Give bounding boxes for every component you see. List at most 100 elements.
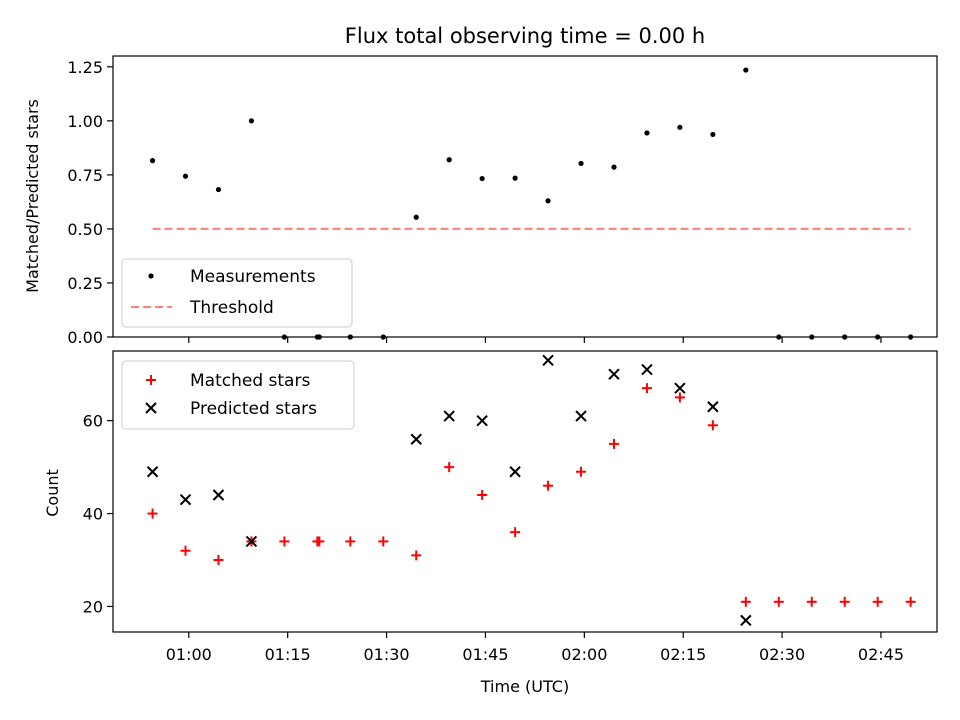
bottom-axes-frame — [112, 350, 938, 633]
predicted-star-marker — [740, 614, 752, 627]
bottom-y-tick-label: 20 — [83, 597, 103, 616]
measurement-point — [611, 164, 617, 170]
figure-title: Flux total observing time = 0.00 h — [345, 24, 705, 48]
matched-star-marker — [180, 545, 191, 556]
matched-star-marker — [806, 596, 817, 607]
predicted-star-marker — [410, 433, 422, 445]
bottom-panel: 20 40 60 01:00 01:15 01:30 01:45 02:00 02:15 02:… — [43, 350, 938, 664]
top-y-tick-label: 1.25 — [67, 58, 103, 77]
predicted-star-marker — [146, 466, 159, 478]
measurement-point — [380, 334, 386, 340]
top-y-ticks: 0.00 0.25 0.50 0.75 1.00 1.25 — [67, 58, 113, 347]
predicted-star-marker — [542, 354, 554, 366]
predicted-star-marker — [608, 368, 620, 380]
predicted-star-marker — [641, 363, 653, 376]
matched-star-marker — [707, 420, 718, 431]
measurement-point — [644, 130, 650, 136]
legend-measurements-marker — [148, 273, 154, 279]
legend-matched-label: Matched stars — [190, 371, 310, 391]
bottom-x-tick-label: 02:15 — [660, 645, 706, 664]
bottom-y-axis-label: Count — [43, 469, 62, 517]
matched-star-marker — [510, 527, 521, 538]
measurement-point — [446, 157, 452, 163]
top-legend-box — [121, 258, 353, 328]
measurement-point — [710, 131, 716, 138]
top-y-tick-label: 1.00 — [67, 112, 103, 131]
measurement-point — [809, 334, 815, 340]
predicted-star-marker — [476, 414, 488, 427]
measurement-point — [248, 118, 255, 124]
matched-star-marker — [608, 438, 619, 449]
predicted-star-marker — [575, 410, 587, 422]
bottom-legend: Matched stars Predicted stars — [121, 360, 355, 430]
matched-star-marker — [576, 466, 587, 477]
matched-star-marker — [773, 596, 784, 607]
x-axis-label: Time (UTC) — [480, 677, 569, 696]
top-axes-frame — [112, 55, 938, 338]
bottom-y-tick-label: 60 — [83, 412, 103, 431]
predicted-star-marker — [443, 410, 455, 422]
bottom-y-ticks: 20 40 60 — [83, 412, 113, 616]
matched-star-marker — [872, 596, 883, 607]
measurement-point — [875, 334, 881, 340]
matched-star-marker — [674, 392, 685, 403]
measurement-point — [776, 334, 782, 340]
bottom-x-tick-label: 02:30 — [759, 645, 805, 664]
bottom-legend-box — [121, 360, 355, 430]
legend-predicted-marker — [145, 402, 157, 414]
legend-measurements-label: Measurements — [190, 267, 316, 287]
matched-star-marker — [345, 536, 356, 547]
top-x-ticks — [188, 337, 882, 343]
matched-star-marker — [378, 536, 389, 547]
matched-star-marker — [411, 550, 422, 561]
legend-threshold-label: Threshold — [189, 298, 274, 318]
matched-star-marker — [740, 596, 751, 607]
predicted-star-marker — [707, 401, 719, 413]
measurement-point — [677, 124, 683, 130]
predicted-star-marker — [674, 382, 686, 394]
matched-star-marker — [641, 383, 652, 394]
matched-star-marker — [477, 489, 488, 500]
bottom-x-tick-label: 02:00 — [561, 645, 607, 664]
predicted-star-marker — [212, 489, 225, 501]
bottom-x-tick-label: 02:45 — [858, 645, 904, 664]
bottom-y-tick-label: 40 — [83, 505, 103, 524]
legend-matched-marker — [146, 375, 156, 385]
measurement-point — [316, 334, 322, 340]
top-y-tick-label: 0.25 — [67, 274, 103, 293]
matched-star-marker — [839, 596, 850, 607]
measurement-point — [578, 160, 584, 167]
predicted-star-marker — [509, 466, 521, 478]
predicted-star-marker — [245, 535, 258, 548]
measurement-point — [545, 198, 551, 204]
bottom-x-tick-label: 01:00 — [166, 645, 212, 664]
measurement-point — [215, 186, 222, 193]
bottom-x-tick-label: 01:45 — [462, 645, 508, 664]
bottom-x-ticks: 01:00 01:15 01:30 01:45 02:00 02:15 02:30 02:45 — [166, 632, 904, 664]
top-plot-area — [149, 67, 914, 340]
measurement-point — [479, 175, 485, 182]
matched-star-marker — [213, 555, 224, 566]
matched-star-marker — [147, 508, 158, 519]
matched-star-marker — [905, 596, 916, 607]
top-y-tick-label: 0.00 — [67, 328, 103, 347]
measurement-point — [743, 67, 749, 73]
top-y-axis-label: Matched/Predicted stars — [23, 99, 42, 293]
measurement-point — [908, 334, 914, 340]
matched-star-marker — [314, 536, 325, 547]
measurement-point — [281, 334, 287, 340]
bottom-plot-area — [146, 354, 916, 627]
predicted-star-marker — [179, 493, 192, 506]
measurement-point — [347, 334, 353, 340]
bottom-x-tick-label: 01:30 — [364, 645, 410, 664]
bottom-x-tick-label: 01:15 — [265, 645, 311, 664]
legend-predicted-label: Predicted stars — [190, 399, 317, 419]
measurement-point — [149, 158, 156, 164]
top-y-tick-label: 0.50 — [67, 220, 103, 239]
measurement-point — [842, 334, 848, 340]
matched-star-marker — [444, 462, 455, 473]
top-panel: 0.00 0.25 0.50 0.75 1.00 1.25 Matched/Predict… — [23, 55, 938, 347]
measurement-point — [512, 175, 518, 181]
top-legend: Measurements Threshold — [121, 258, 353, 328]
